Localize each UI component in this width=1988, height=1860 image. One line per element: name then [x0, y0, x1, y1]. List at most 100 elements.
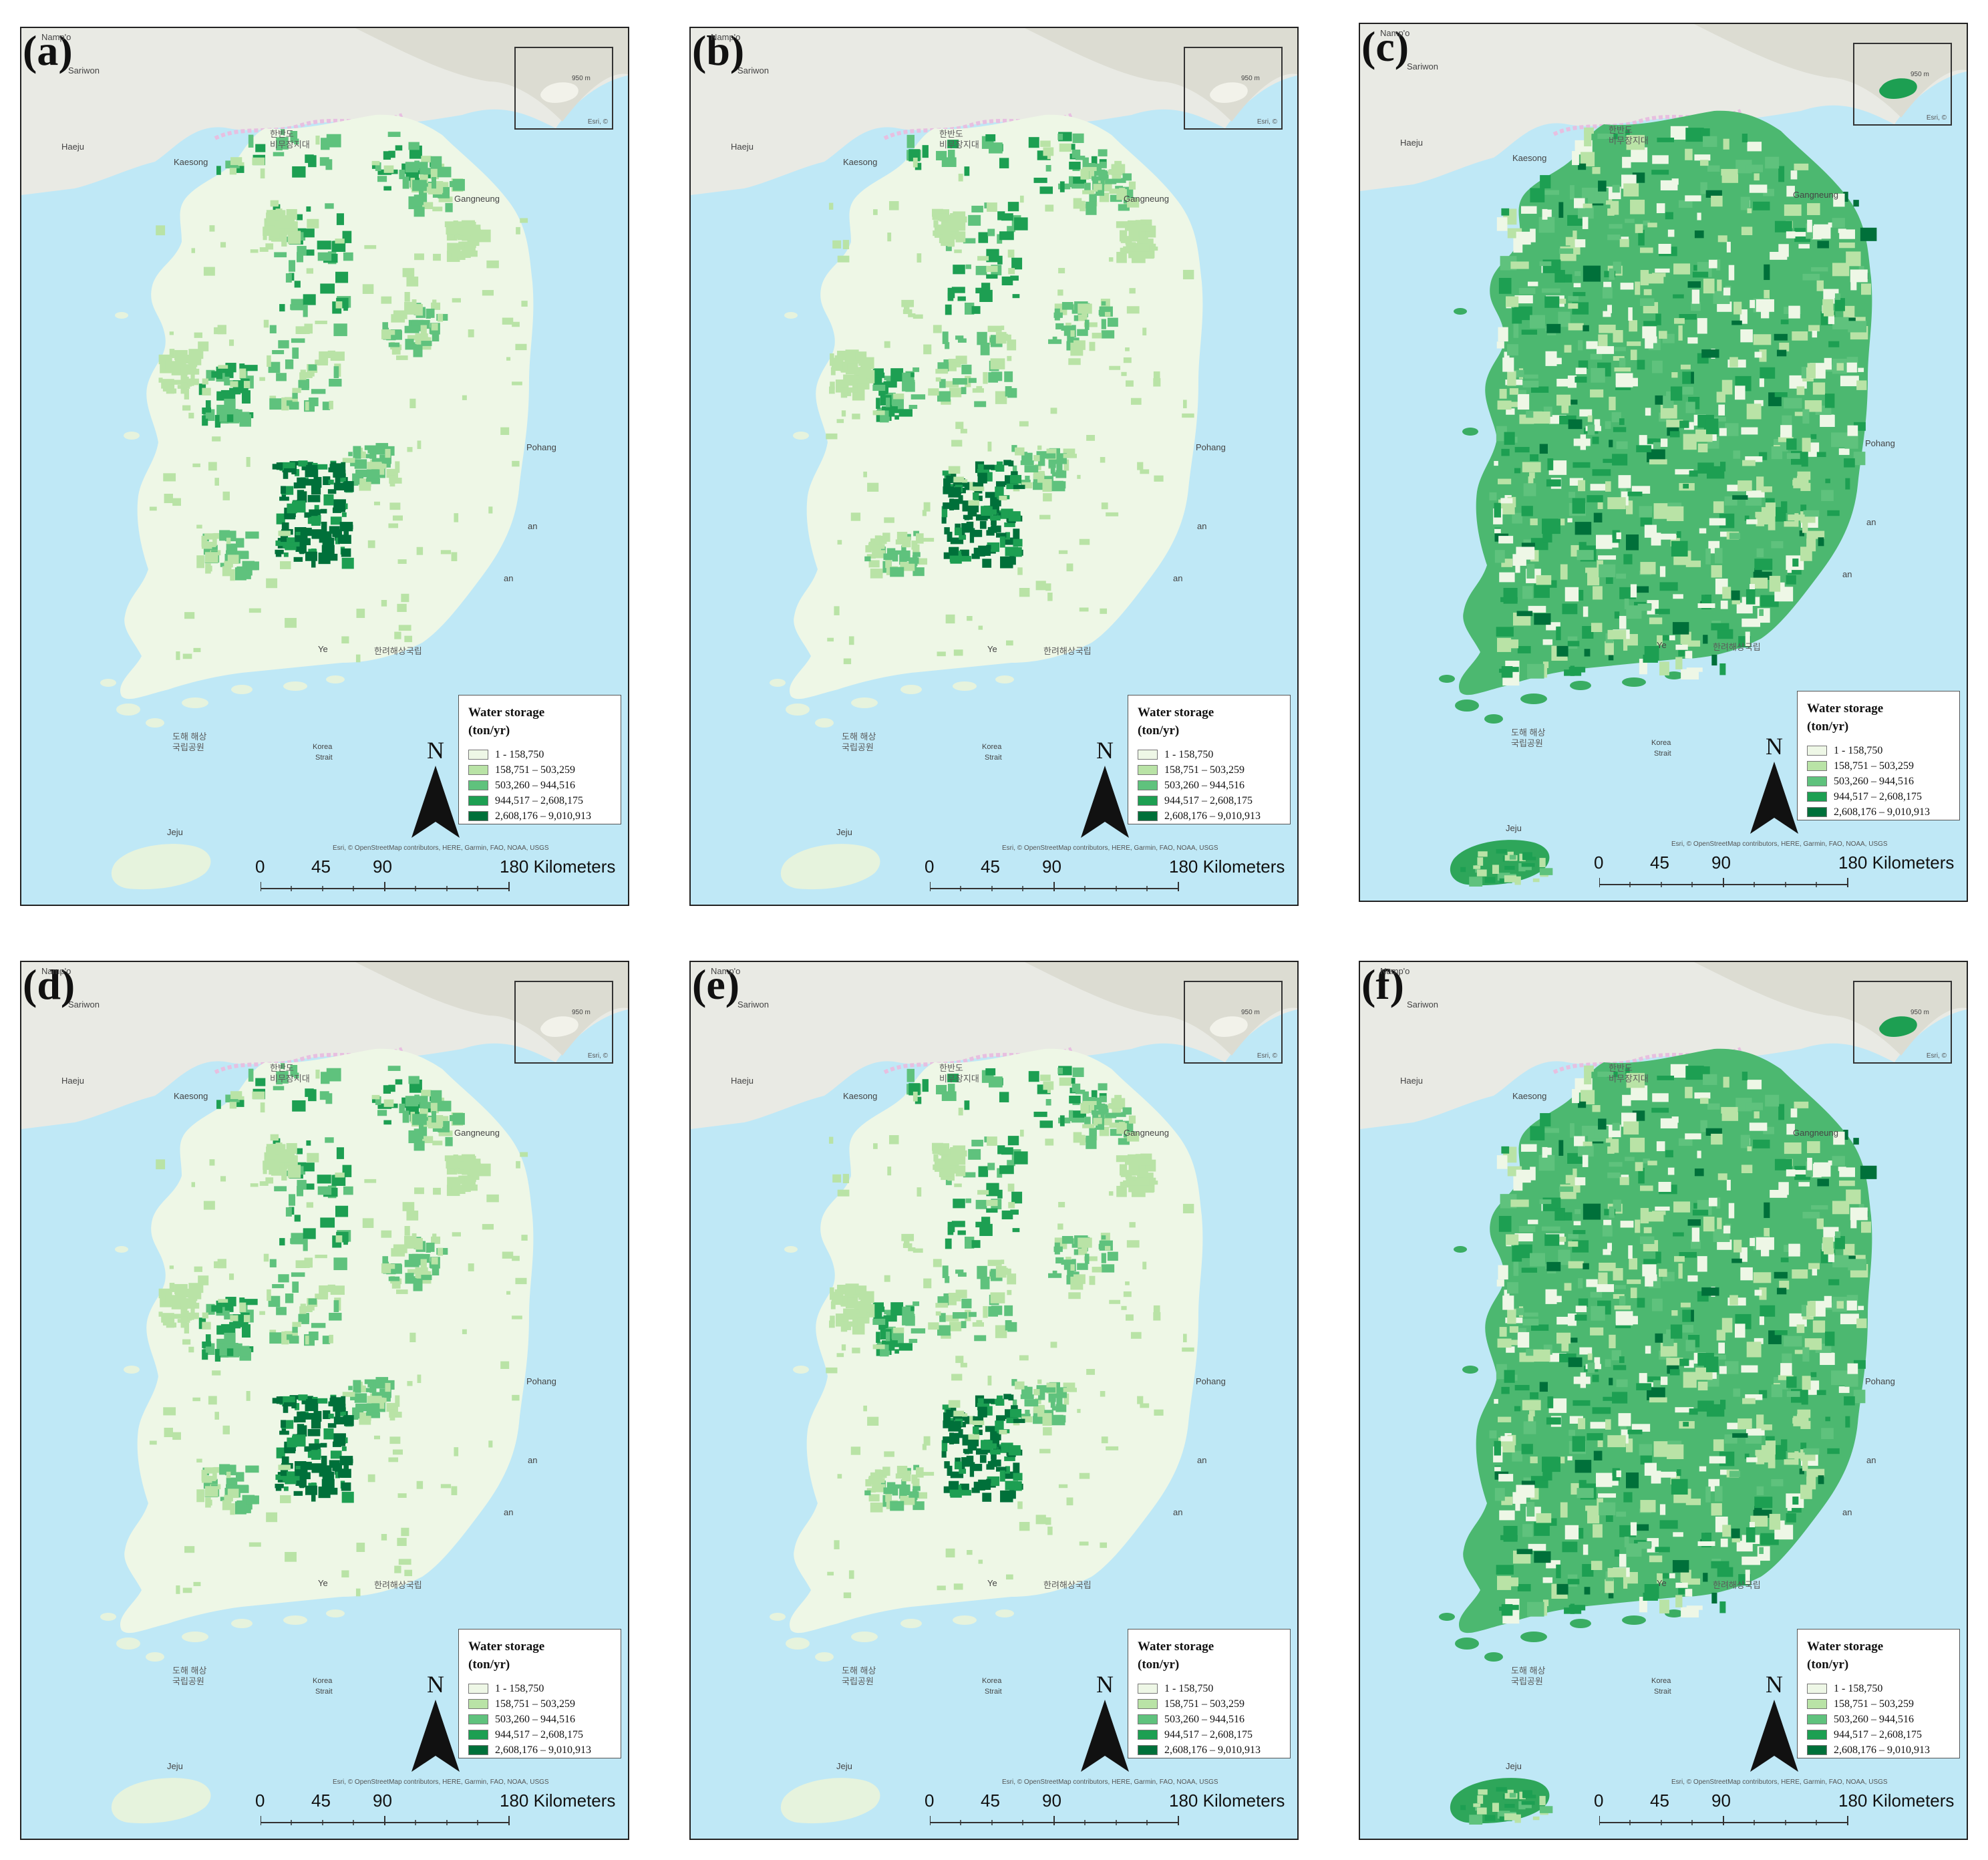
storage-patch: [1552, 357, 1562, 365]
storage-patch: [1130, 1332, 1142, 1339]
storage-patch: [961, 364, 972, 375]
storage-patch: [1655, 609, 1670, 615]
storage-patch: [1542, 190, 1559, 195]
storage-patch: [1804, 400, 1822, 412]
storage-patch: [1754, 1497, 1773, 1509]
storage-patch: [1590, 484, 1607, 491]
storage-patch: [1591, 623, 1603, 632]
storage-patch: [450, 1158, 460, 1165]
storage-patch: [1561, 403, 1569, 414]
legend-title-2: (ton/yr): [1807, 1658, 1849, 1672]
storage-patch: [1055, 470, 1067, 478]
storage-patch: [1068, 176, 1073, 188]
storage-patch: [413, 194, 420, 199]
storage-patch: [1513, 1260, 1519, 1276]
storage-patch: [895, 1473, 906, 1479]
storage-patch: [923, 1436, 931, 1446]
storage-patch: [383, 186, 391, 191]
storage-patch: [1634, 1524, 1649, 1531]
storage-patch: [1567, 641, 1580, 647]
storage-patch: [1521, 1444, 1533, 1454]
storage-patch: [276, 137, 283, 151]
storage-patch: [990, 1292, 1005, 1303]
storage-patch: [520, 1152, 528, 1157]
storage-patch: [1583, 606, 1589, 617]
storage-patch: [301, 1183, 315, 1190]
storage-patch: [962, 500, 969, 512]
storage-patch: [1685, 128, 1704, 142]
storage-patch: [935, 224, 941, 238]
storage-patch: [1055, 323, 1064, 330]
storage-patch: [943, 222, 950, 235]
storage-patch: [1082, 157, 1089, 170]
storage-patch: [1501, 1386, 1510, 1394]
place-haeju: Haeju: [1400, 1076, 1423, 1086]
storage-patch: [1556, 394, 1571, 406]
storage-patch: [280, 530, 289, 542]
storage-patch: [1643, 220, 1650, 226]
storage-patch: [305, 1446, 318, 1451]
legend-swatch: [468, 1714, 488, 1724]
storage-patch: [375, 162, 381, 171]
storage-patch: [1121, 371, 1127, 376]
storage-patch: [868, 560, 880, 568]
legend-range: 944,517 – 2,608,175: [495, 795, 583, 806]
storage-patch: [1007, 226, 1015, 232]
storage-patch: [1516, 1169, 1531, 1183]
storage-patch: [265, 1177, 274, 1184]
storage-patch: [997, 1189, 1003, 1199]
storage-patch: [276, 513, 285, 524]
storage-patch: [884, 1275, 890, 1282]
storage-patch: [941, 506, 948, 518]
storage-patch: [1858, 1204, 1864, 1209]
storage-patch: [1496, 1787, 1507, 1792]
storage-patch: [939, 1168, 954, 1177]
storage-patch: [837, 350, 851, 357]
storage-patch: [1765, 1094, 1780, 1107]
storage-patch: [1541, 1226, 1560, 1231]
storage-patch: [1679, 420, 1689, 428]
map-attribution: Esri, © OpenStreetMap contributors, HERE…: [1671, 840, 1888, 848]
storage-patch: [1614, 611, 1620, 619]
place-korea-strait-1: Korea: [1651, 739, 1671, 747]
storage-patch: [944, 1461, 950, 1468]
storage-patch: [1635, 224, 1643, 233]
storage-class-patches: [826, 132, 1194, 665]
north-label: N: [1766, 1671, 1783, 1698]
storage-patch: [1802, 1376, 1811, 1390]
storage-patch: [1699, 1098, 1709, 1104]
storage-patch: [294, 1072, 299, 1079]
storage-patch: [1614, 367, 1631, 372]
storage-patch: [837, 255, 850, 263]
storage-patch: [1506, 1234, 1519, 1245]
storage-patch: [1759, 1316, 1764, 1326]
storage-patch: [1137, 462, 1144, 470]
storage-patch: [341, 534, 351, 545]
storage-patch: [255, 1078, 266, 1086]
place-dmz-2: 비무장지대: [270, 1074, 310, 1084]
storage-patch: [512, 460, 520, 467]
storage-patch: [999, 1470, 1005, 1482]
storage-patch: [395, 461, 400, 473]
storage-patch: [1142, 1261, 1147, 1270]
storage-patch: [995, 1325, 1007, 1338]
storage-patch: [1618, 475, 1631, 488]
storage-patch: [303, 1461, 312, 1470]
storage-patch: [1136, 250, 1144, 257]
storage-patch: [1556, 645, 1568, 657]
storage-patch: [969, 531, 975, 543]
place-dmz-2: 비무장지대: [1609, 136, 1649, 146]
storage-patch: [1578, 1418, 1586, 1430]
storage-patch: [317, 1175, 331, 1184]
storage-patch: [949, 498, 954, 510]
storage-patch: [322, 1336, 331, 1344]
north-label: N: [427, 737, 444, 764]
storage-patch: [963, 238, 976, 244]
storage-patch: [1112, 178, 1126, 183]
storage-patch: [1476, 869, 1487, 877]
storage-patch: [1784, 521, 1797, 527]
inset-elevation: 950 m: [1241, 75, 1260, 82]
storage-patch: [1605, 1579, 1614, 1593]
storage-patch: [298, 1394, 308, 1401]
storage-patch: [342, 230, 352, 243]
